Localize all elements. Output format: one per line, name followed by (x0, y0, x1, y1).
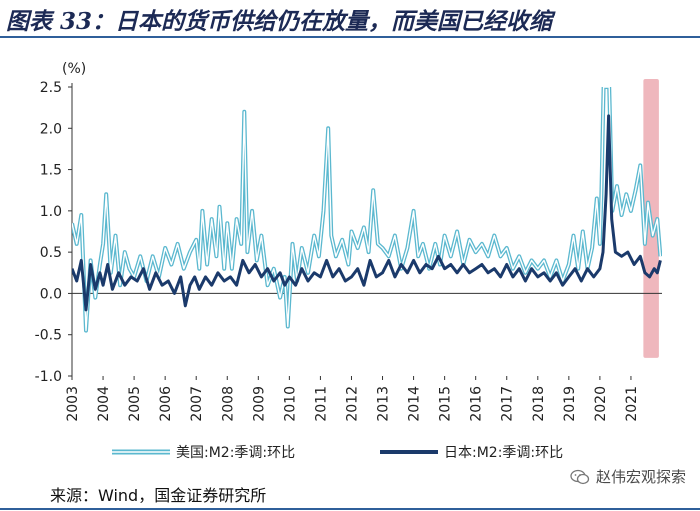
line-chart: (%) -1.0 -0.5 0.0 0.5 1.0 1.5 2.0 2.5 2003 2004 2… (35, 61, 662, 461)
watermark-text: 赵伟宏观探索 (595, 468, 686, 486)
watermark: 赵伟宏观探索 (570, 466, 686, 487)
wechat-icon (570, 469, 590, 484)
x-tick-label: 2009 (251, 386, 267, 422)
x-tick-label: 2006 (158, 386, 174, 422)
us-m2-series-inner (72, 87, 662, 332)
x-tick-label: 2007 (189, 386, 205, 422)
y-tick-label: -0.5 (35, 328, 62, 344)
y-tick-label: 0.0 (40, 286, 62, 302)
title-bar: 图表 33：日本的货币供给仍在放量，而美国已经收缩 (0, 0, 700, 38)
y-tick-label: 1.0 (40, 204, 62, 220)
x-tick-label: 2011 (313, 386, 329, 422)
x-tick-label: 2017 (500, 386, 516, 422)
y-unit-label: (%) (62, 61, 86, 77)
x-tick-label: 2008 (220, 386, 236, 422)
y-tick-label: 2.0 (40, 121, 62, 137)
x-tick-label: 2014 (407, 386, 423, 422)
source-note: 来源：Wind，国金证券研究所 (50, 486, 267, 505)
x-tick-label: 2019 (562, 386, 578, 422)
x-tick-label: 2012 (344, 386, 360, 422)
bottom-rule (0, 508, 700, 510)
x-tick-label: 2005 (127, 386, 143, 422)
legend-label-japan: 日本:M2:季调:环比 (444, 445, 563, 461)
x-tick-label: 2018 (531, 386, 547, 422)
page-title: 图表 33：日本的货币供给仍在放量，而美国已经收缩 (6, 8, 553, 35)
japan-m2-series (72, 114, 662, 312)
y-tick-label: 0.5 (40, 245, 62, 261)
x-tick-label: 2021 (624, 386, 640, 422)
x-tick-label: 2016 (469, 386, 485, 422)
y-tick-label: 2.5 (40, 80, 62, 96)
x-tick-label: 2015 (438, 386, 454, 422)
legend-label-us: 美国:M2:季调:环比 (176, 445, 295, 461)
x-tick-label: 2010 (282, 386, 298, 422)
y-tick-label: -1.0 (35, 369, 62, 385)
y-tick-label: 1.5 (40, 163, 62, 179)
x-tick-label: 2020 (593, 386, 609, 422)
x-tick-label: 2003 (65, 386, 81, 422)
legend: 美国:M2:季调:环比 日本:M2:季调:环比 (112, 445, 563, 461)
x-tick-label: 2004 (96, 386, 112, 422)
us-m2-series (72, 87, 662, 333)
x-tick-label: 2013 (376, 386, 392, 422)
